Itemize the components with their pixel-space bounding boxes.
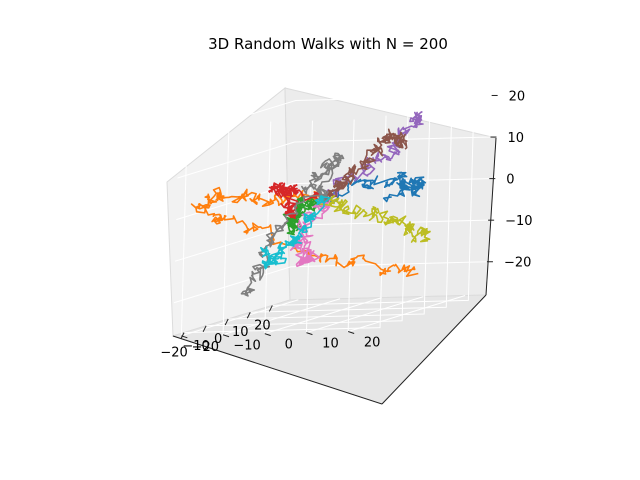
z-gridline xyxy=(173,261,487,304)
walk-line-9 xyxy=(318,194,431,243)
y-tick-label: −20 xyxy=(192,340,219,355)
y-tick-mark xyxy=(222,334,230,338)
y-tick-label: −10 xyxy=(233,339,260,354)
z-tick-label: 20 xyxy=(509,89,526,104)
x-tick-mark xyxy=(180,332,185,339)
x-gridline xyxy=(206,108,409,327)
y-tick-label: 10 xyxy=(322,337,339,352)
y-tick-mark xyxy=(264,333,271,337)
y-tick-mark xyxy=(347,331,355,335)
walk-line-1 xyxy=(328,171,427,204)
x-gridline xyxy=(272,88,475,306)
x-tick-mark xyxy=(224,318,229,326)
walk-line-8 xyxy=(240,152,345,297)
z-tick-label: 10 xyxy=(507,131,524,146)
x-axis-line xyxy=(172,335,383,405)
walks xyxy=(190,111,431,297)
walk-line-2 xyxy=(190,186,419,278)
x-tick-mark xyxy=(268,305,273,312)
x-tick-mark xyxy=(202,325,207,333)
z-axis-line xyxy=(485,137,497,296)
x-gridline xyxy=(250,95,453,313)
x-tick-label: 20 xyxy=(254,318,271,333)
x-tick-label: −20 xyxy=(160,346,187,361)
z-gridline xyxy=(176,178,490,221)
x-tick-label: 0 xyxy=(214,332,222,347)
y-tick-mark xyxy=(306,332,313,336)
x-gridline xyxy=(184,115,387,334)
walk-line-6 xyxy=(321,128,408,201)
z-tick-label: 0 xyxy=(506,173,514,188)
y-tick-label: 20 xyxy=(364,336,381,351)
z-tick-label: −10 xyxy=(505,214,532,229)
y-tick-label: 0 xyxy=(285,338,293,353)
z-gridline xyxy=(177,136,491,179)
walk-line-4 xyxy=(268,182,329,219)
x-tick-label: −10 xyxy=(182,339,209,354)
walk-line-10 xyxy=(259,195,331,270)
x-gridline xyxy=(228,102,431,320)
z-gridline xyxy=(178,94,492,137)
y-axis-line xyxy=(381,294,487,405)
chart-title: 3D Random Walks with N = 200 xyxy=(208,35,448,53)
y-tick-mark xyxy=(181,335,188,339)
z-tick-label: −20 xyxy=(504,256,531,271)
x-tick-label: 10 xyxy=(232,325,249,340)
x-tick-mark xyxy=(246,312,251,319)
